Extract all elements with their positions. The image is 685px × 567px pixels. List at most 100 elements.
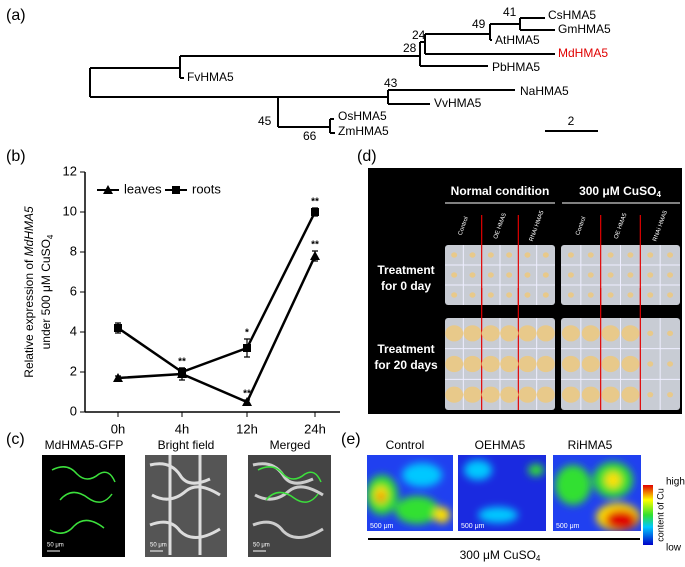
callus	[469, 292, 476, 298]
callus	[587, 272, 594, 278]
leaf-label: AtHMA5	[495, 33, 540, 47]
legend-marker	[103, 185, 113, 194]
legend-marker	[172, 186, 180, 194]
panel-label: (e)	[341, 431, 361, 448]
callus	[627, 252, 634, 258]
scale-label: 500 μm	[556, 523, 580, 530]
callus	[561, 355, 580, 373]
callus	[518, 355, 537, 373]
callus	[487, 272, 494, 278]
significance: **	[311, 197, 319, 208]
leaf-label: NaHMA5	[520, 84, 569, 98]
callus	[463, 355, 482, 373]
scale-label: 500 μm	[370, 523, 394, 530]
callus	[463, 386, 482, 403]
y-tick-label: 0	[70, 403, 77, 418]
callus	[518, 386, 537, 403]
scale-label: 500 μm	[461, 523, 485, 530]
callus	[500, 325, 519, 342]
callus	[601, 325, 620, 342]
y-tick-label: 10	[63, 203, 77, 218]
callus	[647, 361, 654, 367]
callus	[627, 272, 634, 278]
y-label-part: Relative expression of	[22, 256, 36, 377]
callus	[536, 386, 555, 403]
callus	[524, 272, 531, 278]
panel-label: (c)	[6, 431, 25, 448]
x-tick-label: 0h	[111, 421, 125, 436]
callus	[451, 272, 458, 278]
callus	[567, 252, 574, 258]
colorbar-title: content of Cu	[655, 488, 665, 542]
callus	[487, 292, 494, 298]
condition-label: 300 μM CuSO4	[579, 184, 661, 199]
callus	[445, 325, 464, 342]
callus	[601, 355, 620, 373]
significance: **	[311, 240, 319, 251]
callus	[451, 292, 458, 298]
data-point	[242, 397, 252, 406]
data-point	[114, 324, 122, 332]
phylogenetic-tree	[89, 17, 598, 134]
callus	[581, 355, 600, 373]
significance: *	[245, 328, 249, 339]
callus	[445, 386, 464, 403]
callus	[542, 292, 549, 298]
scale-label: 2	[568, 114, 575, 128]
callus	[567, 292, 574, 298]
leaf-label: GmHMA5	[558, 22, 611, 36]
significance: **	[243, 389, 251, 400]
callus	[587, 292, 594, 298]
y-label-part: MdHMA5	[22, 206, 36, 256]
image-title: OEHMA5	[475, 438, 526, 452]
callus	[445, 355, 464, 373]
scale-label: 50 μm	[253, 543, 270, 549]
callus	[581, 325, 600, 342]
callus	[667, 330, 674, 337]
y-tick-label: 6	[70, 283, 77, 298]
data-point	[178, 368, 186, 376]
callus	[667, 391, 674, 398]
callus	[481, 386, 500, 403]
row-label: for 20 days	[374, 358, 438, 372]
colorbar-high: high	[666, 477, 685, 488]
leaf-label: FvHMA5	[187, 70, 234, 84]
image-title: MdHMA5-GFP	[45, 438, 124, 452]
callus	[647, 252, 654, 258]
y-label-part: 4	[46, 234, 55, 239]
scale-label: 50 μm	[150, 543, 167, 549]
image-title: Bright field	[158, 438, 215, 452]
data-point	[311, 208, 319, 216]
legend-label: leaves	[124, 181, 162, 196]
bootstrap: 49	[472, 17, 486, 31]
condition-part: 4	[656, 190, 661, 199]
y-tick-label: 8	[70, 243, 77, 258]
callus	[524, 252, 531, 258]
callus	[667, 272, 674, 278]
treatment-part: 4	[536, 554, 541, 563]
callus	[518, 325, 537, 342]
callus	[581, 386, 600, 403]
callus	[607, 272, 614, 278]
cu-maps	[367, 455, 653, 545]
callus	[607, 292, 614, 298]
leaf-label: OsHMA5	[338, 109, 387, 123]
legend-label: roots	[192, 181, 221, 196]
leaf-label: CsHMA5	[548, 8, 596, 22]
callus	[621, 386, 640, 403]
data-point	[243, 344, 251, 352]
bootstrap: 43	[384, 76, 398, 90]
leaf-label: ZmHMA5	[338, 124, 389, 138]
callus	[451, 252, 458, 258]
callus	[621, 355, 640, 373]
panel-label: (b)	[6, 148, 26, 165]
colorbar-low: low	[666, 543, 682, 554]
data-point	[310, 251, 320, 260]
y-axis-label: under 500 μM CuSO4	[39, 234, 55, 349]
callus	[469, 272, 476, 278]
callus	[542, 252, 549, 258]
bootstrap: 41	[503, 5, 517, 19]
image-title: RiHMA5	[568, 438, 613, 452]
